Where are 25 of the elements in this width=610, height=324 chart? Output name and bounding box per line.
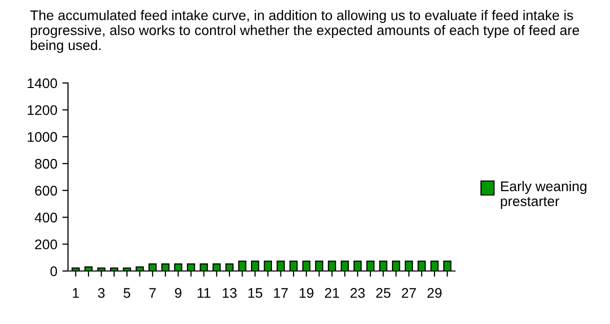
x-tick-label: 3 (98, 288, 105, 298)
x-tick-label: 15 (248, 288, 262, 298)
x-tick-label: 9 (174, 288, 182, 298)
y-tick-label: 1200 (28, 105, 58, 116)
x-tick-label: 13 (222, 288, 237, 298)
x-tick-label: 27 (402, 288, 416, 298)
x-tick-label: 19 (300, 288, 314, 298)
x-tick-label: 1 (72, 288, 79, 298)
x-tick-label: 21 (324, 288, 340, 298)
y-tick-label: 800 (35, 158, 58, 169)
x-tick-label: 17 (274, 288, 288, 298)
y-tick-label: 600 (35, 186, 58, 196)
y-tick-label: 1400 (28, 78, 58, 88)
y-tick-label: 400 (34, 212, 58, 222)
chart-title: The accumulated feed intake curve, in addition to allowing us to evaluate if feed intake is progressive, also works to control whether the expected amounts of each type of feed are being used. (30, 10, 580, 53)
legend-label: Early weaning prestarter (500, 181, 586, 209)
x-tick-label: 5 (124, 288, 130, 298)
x-tick-label: 29 (427, 288, 442, 298)
x-tick-label: 7 (149, 288, 156, 298)
x-tick-label: 11 (198, 288, 210, 298)
x-tick-label: 25 (376, 288, 390, 298)
y-tick-label: 200 (35, 239, 58, 250)
x-tick-label: 23 (350, 288, 365, 298)
y-tick-label: 1000 (28, 132, 58, 142)
y-tick-label: 0 (50, 266, 58, 276)
